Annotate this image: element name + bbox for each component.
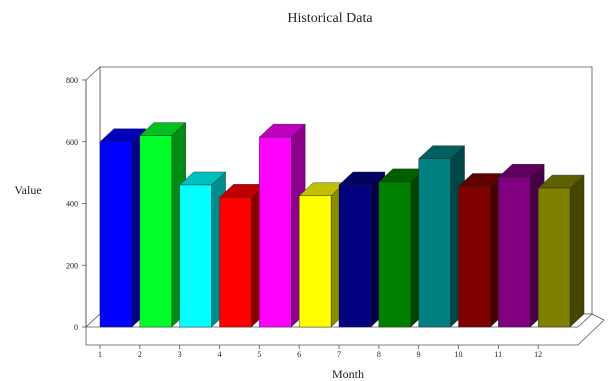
bar-front xyxy=(298,195,332,328)
bar-front xyxy=(219,197,252,328)
bar-front xyxy=(259,136,292,328)
y-tick-label: 800 xyxy=(66,76,78,85)
x-tick-label: 8 xyxy=(377,350,381,359)
bar-front xyxy=(537,187,571,328)
bar xyxy=(139,122,187,328)
bar-front xyxy=(179,184,212,328)
bar-front xyxy=(139,135,172,328)
x-axis-label: Month xyxy=(332,367,364,381)
y-tick-label: 600 xyxy=(66,138,78,147)
bar xyxy=(298,182,346,328)
bar-side xyxy=(569,174,585,328)
x-tick-labels: 1 2 3 4 5 6 7 8 9 10 11 12 xyxy=(98,345,542,359)
bar-front xyxy=(338,184,372,328)
x-tick-label: 2 xyxy=(138,350,142,359)
bar xyxy=(497,163,545,328)
bar xyxy=(378,168,426,328)
bar xyxy=(457,173,505,328)
left-wall xyxy=(85,66,101,328)
bar-front xyxy=(458,186,491,328)
bar-front xyxy=(378,181,411,328)
x-tick-label: 7 xyxy=(337,350,341,359)
y-tick-label: 400 xyxy=(66,200,78,209)
x-tick-label: 1 xyxy=(98,350,102,359)
bars xyxy=(99,122,585,328)
bar xyxy=(537,174,585,328)
bar xyxy=(338,171,386,328)
bar-front xyxy=(498,177,531,328)
bar xyxy=(418,145,466,328)
x-tick-label: 12 xyxy=(534,350,542,359)
x-tick-label: 11 xyxy=(494,350,502,359)
bar xyxy=(99,128,147,328)
floor-edge-back xyxy=(591,313,605,321)
y-tick-label: 200 xyxy=(66,261,78,270)
bar-front xyxy=(418,158,451,328)
x-tick-label: 4 xyxy=(218,350,222,359)
bar-front xyxy=(99,141,133,328)
x-tick-label: 3 xyxy=(178,350,182,359)
x-tick-label: 10 xyxy=(455,350,463,359)
y-tick-labels: 0 200 400 600 800 xyxy=(66,76,86,332)
y-tick-label: 0 xyxy=(74,323,78,332)
chart-title: Historical Data xyxy=(287,11,373,26)
floor-edge-right xyxy=(577,319,605,346)
y-axis-label: Value xyxy=(14,183,41,197)
bar xyxy=(258,123,306,328)
x-tick-label: 9 xyxy=(417,350,421,359)
x-tick-label: 6 xyxy=(297,350,301,359)
bar xyxy=(179,171,227,328)
x-tick-label: 5 xyxy=(257,350,261,359)
bar xyxy=(218,183,266,328)
